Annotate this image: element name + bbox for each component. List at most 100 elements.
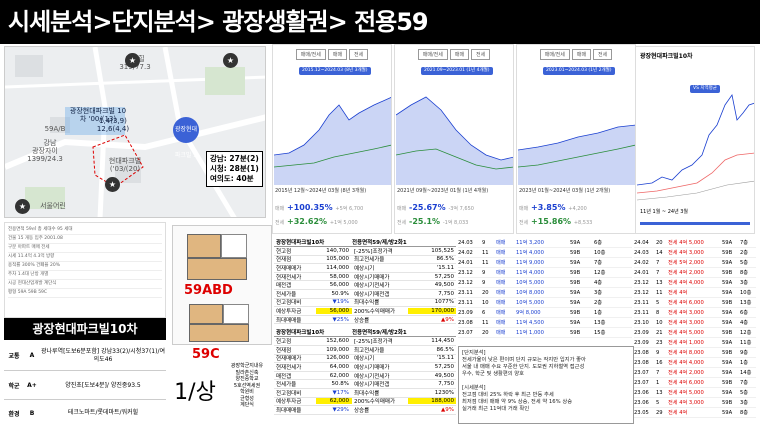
price-chart-2[interactable]: 매매/전세 매매 전세 2021.09~2023.01 (1년 4개월) 2021년… — [394, 44, 514, 234]
tx-cell: 12층 — [740, 330, 752, 336]
tx-cell: 23.12 — [458, 279, 473, 286]
fin-row: 최대매매율 ▼25% 상승률 ▲9% — [274, 316, 456, 325]
map-pin-star-icon[interactable]: ★ — [223, 53, 238, 68]
transaction-row[interactable]: 23.12 9 매매 10억 5,000 59B 4층 — [458, 278, 632, 288]
transaction-row[interactable]: 24.02 11 매매 11억 4,000 59B 10층 — [458, 248, 632, 258]
fin-cell: 현재매매가 — [276, 265, 302, 272]
tx-cell: 23.09 — [634, 339, 649, 346]
tx-cell: 8층 — [740, 270, 749, 276]
price-chart-3[interactable]: 매매/전세 매매 전세 2023.01~2024.03 (1년 2개월) 2023년… — [516, 44, 636, 234]
transaction-row[interactable]: 23.08 16 전세 4억 4,000 59A 1층 — [634, 358, 756, 368]
location-map[interactable]: 워커힐 319/77.3 광장현대파크빌 10차 '00/(13) 1,4(3,… — [4, 46, 266, 218]
fin-cell: ▼19% — [332, 299, 349, 306]
chart-tabs: 매매/전세 매매 전세 — [517, 49, 635, 60]
tx-cell: 23.08 — [634, 359, 649, 366]
transaction-row[interactable]: 23.07 7 전세 4억 2,000 59A 14층 — [634, 368, 756, 378]
tab-rent[interactable]: 전세 — [593, 49, 613, 60]
tx-cell: 매매 — [496, 240, 506, 246]
tab-sale-rent[interactable]: 매매/전세 — [417, 49, 448, 60]
tx-cell: 10억 5,000 — [516, 300, 544, 306]
tx-cell: 매매 — [496, 290, 506, 296]
sale-amt: +5억 6,700 — [335, 206, 364, 212]
tab-sale-rent[interactable]: 매매/전세 — [539, 49, 570, 60]
rent-amt: +1억 5,000 — [329, 220, 358, 226]
transaction-row[interactable]: 23.09 6 매매 9억 8,000 59B 1층 — [458, 308, 632, 318]
fin-cell: 200%수익매매가 — [354, 399, 396, 406]
tx-cell: 24.01 — [458, 259, 473, 266]
rent-pct: -25.1% — [409, 217, 441, 226]
detail-range-slider[interactable] — [640, 222, 750, 225]
transaction-row[interactable]: 24.03 14 전세 4억 3,000 59B 2층 — [634, 248, 756, 258]
tx-cell: 59B — [570, 269, 581, 276]
transaction-row[interactable]: 23.12 13 전세 4억 4,000 59A 3층 — [634, 278, 756, 288]
info-row: 주차 1.4대 난방 개별 — [8, 271, 162, 280]
transaction-row[interactable]: 23.12 11 전세 4억 59A 10층 — [634, 288, 756, 298]
detail-chart[interactable]: 광장현대파크빌10차 VS 지역평균 11년 1월 ~ 24년 3월 — [635, 46, 755, 234]
map-pin-parkville[interactable]: 광장현대파크빌 5 — [173, 117, 199, 159]
transaction-row[interactable]: 23.06 13 전세 4억 5,000 59A 5층 — [634, 388, 756, 398]
tab-sale-rent[interactable]: 매매/전세 — [295, 49, 326, 60]
tx-cell: 59B — [570, 279, 581, 286]
price-chart-1[interactable]: 매매/전세 매매 전세 2015.12~2024.03 (8년 3개월) 2015년… — [272, 44, 392, 234]
transaction-row[interactable]: 23.10 10 전세 4억 3,000 59A 4층 — [634, 318, 756, 328]
sale-amt: +4,200 — [568, 206, 587, 212]
tx-cell: 11억 1,000 — [516, 330, 544, 336]
info-row: 구분 아파트 매매 전세 — [8, 244, 162, 253]
sale-pct: -25.67% — [409, 203, 446, 212]
memo-line: 전고점 대비 25% 하락 후 최근 반등 추세 — [462, 392, 554, 398]
tx-cell: 1 — [656, 379, 660, 386]
tab-rent[interactable]: 전세 — [349, 49, 369, 60]
rent-transactions: 24.04 20 전세 4억 5,000 59A 7층 24.03 14 전세 4억 3,00… — [634, 238, 756, 426]
transaction-row[interactable]: 23.09 21 전세 4억 5,000 59B 12층 — [634, 328, 756, 338]
tab-sale[interactable]: 매매 — [571, 49, 592, 60]
fin-cell: 64,000 — [329, 363, 349, 370]
transaction-row[interactable]: 24.01 11 매매 11억 9,000 59A 7층 — [458, 258, 632, 268]
tx-cell: 59A — [722, 289, 733, 296]
transaction-row[interactable]: 23.11 20 매매 10억 8,000 59A 3층 — [458, 288, 632, 298]
transaction-row[interactable]: 23.11 8 전세 4억 3,000 59A 6층 — [634, 308, 756, 318]
info-row: 시세 11.4억 4.3억 방향 — [8, 253, 162, 262]
transaction-row[interactable]: 24.02 7 전세 5억 2,000 59A 5층 — [634, 258, 756, 268]
plan-room — [187, 234, 221, 258]
transaction-row[interactable]: 23.11 10 매매 10억 5,000 59A 2층 — [458, 298, 632, 308]
transaction-row[interactable]: 23.07 1 전세 4억 6,000 59B 7층 — [634, 378, 756, 388]
transaction-row[interactable]: 23.09 23 전세 4억 1,000 59A 11층 — [634, 338, 756, 348]
info-row: 전용면적 59㎡ 총 세대수 95 세대 — [8, 226, 162, 235]
tx-cell: 9층 — [740, 350, 749, 356]
map-pin-star-icon[interactable]: ★ — [105, 177, 120, 192]
transaction-row[interactable]: 24.03 9 매매 11억 3,200 59A 6층 — [458, 238, 632, 248]
transaction-row[interactable]: 23.08 9 전세 4억 8,000 59B 9층 — [634, 348, 756, 358]
transaction-row[interactable]: 23.11 5 전세 4억 6,000 59B 13층 — [634, 298, 756, 308]
fin-cell: 예상시기전세가 — [354, 283, 390, 290]
transaction-row[interactable]: 23.06 5 전세 4억 3,000 59B 3층 — [634, 398, 756, 408]
fin-cell: 현재매매가 — [276, 356, 302, 363]
transaction-row[interactable]: 23.12 9 매매 11억 4,000 59B 12층 — [458, 268, 632, 278]
fin-cell: 140,700 — [326, 247, 349, 254]
sale-change: 매매 +3.85% +4,200 — [519, 203, 587, 212]
tab-sale[interactable]: 매매 — [327, 49, 348, 60]
tab-sale[interactable]: 매매 — [449, 49, 470, 60]
tx-cell: 59A — [722, 369, 733, 376]
transaction-row[interactable]: 23.08 11 매매 11억 4,500 59A 13층 — [458, 318, 632, 328]
tx-cell: 59A — [570, 299, 581, 306]
tab-rent[interactable]: 전세 — [471, 49, 491, 60]
fin-cell: 1230% — [434, 389, 454, 396]
facility: 빌라촌신축 — [235, 369, 259, 376]
tx-cell: 8층 — [740, 410, 749, 416]
rent-amt: +8,533 — [573, 220, 593, 226]
rent-change: 전세 -25.1% -1억 8,033 — [397, 217, 468, 226]
transaction-row[interactable]: 23.05 29 전세 4억 59A 8층 — [634, 408, 756, 418]
sale-pct: +3.85% — [531, 203, 566, 212]
transaction-row[interactable]: 24.04 20 전세 4억 5,000 59A 7층 — [634, 238, 756, 248]
chart-period: 2021년 09월~2023년 01월 (1년 4개월) — [397, 188, 489, 194]
transaction-row[interactable]: 23.07 20 매매 11억 1,000 59B 15층 — [458, 328, 632, 338]
plan-room — [189, 324, 249, 342]
fin-row: 전고점대비 ▼17% 최대수익률 1230% — [274, 389, 456, 398]
fin-cell: 예상시기매전갭 — [354, 382, 390, 389]
map-pin-star-icon[interactable]: ★ — [15, 199, 30, 214]
map-pin-star-icon[interactable]: ★ — [125, 53, 140, 68]
tx-cell: 14 — [656, 249, 663, 256]
tx-cell: 매매 — [496, 300, 506, 306]
tx-cell: 59A — [722, 319, 733, 326]
transaction-row[interactable]: 24.01 7 전세 4억 2,000 59B 8층 — [634, 268, 756, 278]
